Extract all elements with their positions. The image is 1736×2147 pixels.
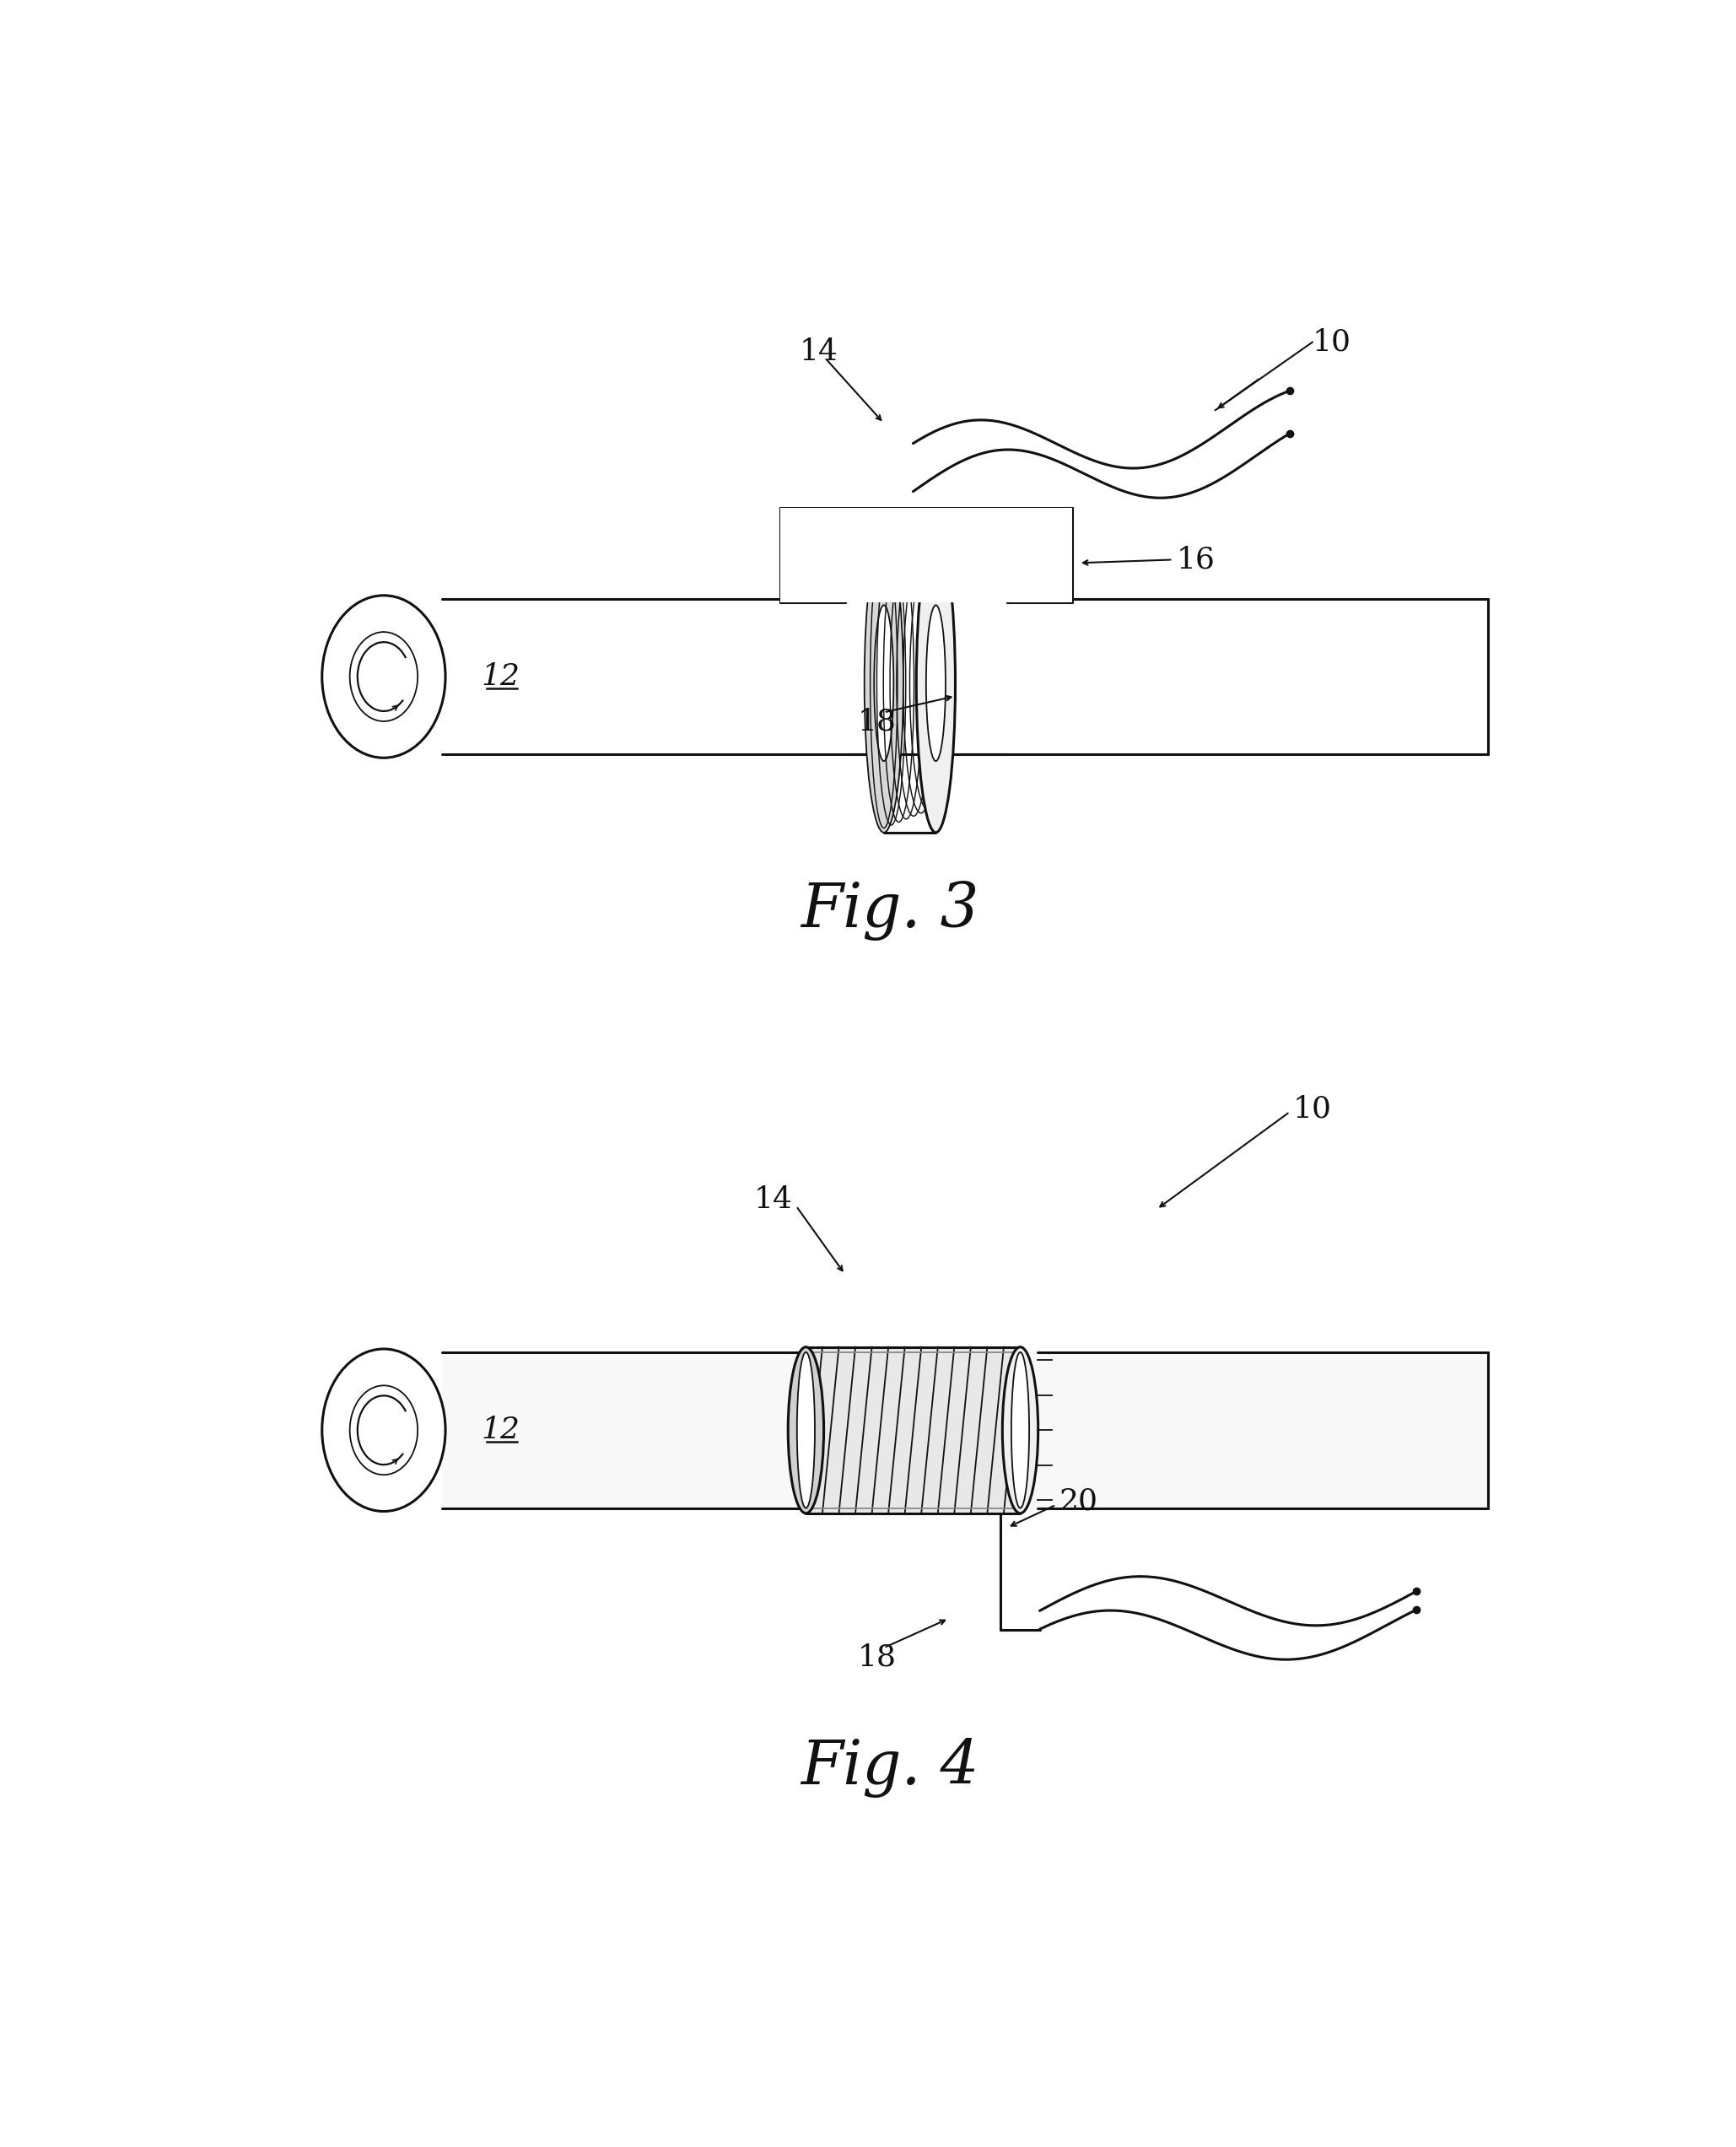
Text: 18: 18 [858, 1642, 898, 1673]
Ellipse shape [925, 605, 946, 760]
Text: 12: 12 [481, 661, 521, 691]
Text: Fig. 3: Fig. 3 [800, 880, 979, 940]
Text: 14: 14 [753, 1185, 793, 1213]
Bar [779, 507, 1073, 601]
Text: 20: 20 [1059, 1488, 1099, 1516]
Ellipse shape [917, 535, 955, 833]
Bar [806, 1346, 1021, 1514]
Text: 18: 18 [858, 709, 898, 736]
Ellipse shape [875, 605, 894, 760]
Text: 14: 14 [800, 337, 838, 367]
Ellipse shape [1002, 1346, 1038, 1514]
Ellipse shape [349, 1385, 418, 1475]
Text: Fig. 4: Fig. 4 [800, 1737, 979, 1797]
Ellipse shape [321, 595, 446, 758]
Text: 10: 10 [1293, 1095, 1332, 1123]
Ellipse shape [321, 1348, 446, 1511]
Text: 10: 10 [1312, 328, 1351, 356]
Ellipse shape [349, 631, 418, 721]
Text: 16: 16 [1175, 545, 1215, 573]
Ellipse shape [797, 1353, 814, 1507]
Ellipse shape [1012, 1353, 1029, 1507]
Ellipse shape [788, 1346, 825, 1514]
Text: 12: 12 [481, 1415, 521, 1445]
Bar [443, 1353, 1488, 1507]
Ellipse shape [865, 535, 903, 833]
